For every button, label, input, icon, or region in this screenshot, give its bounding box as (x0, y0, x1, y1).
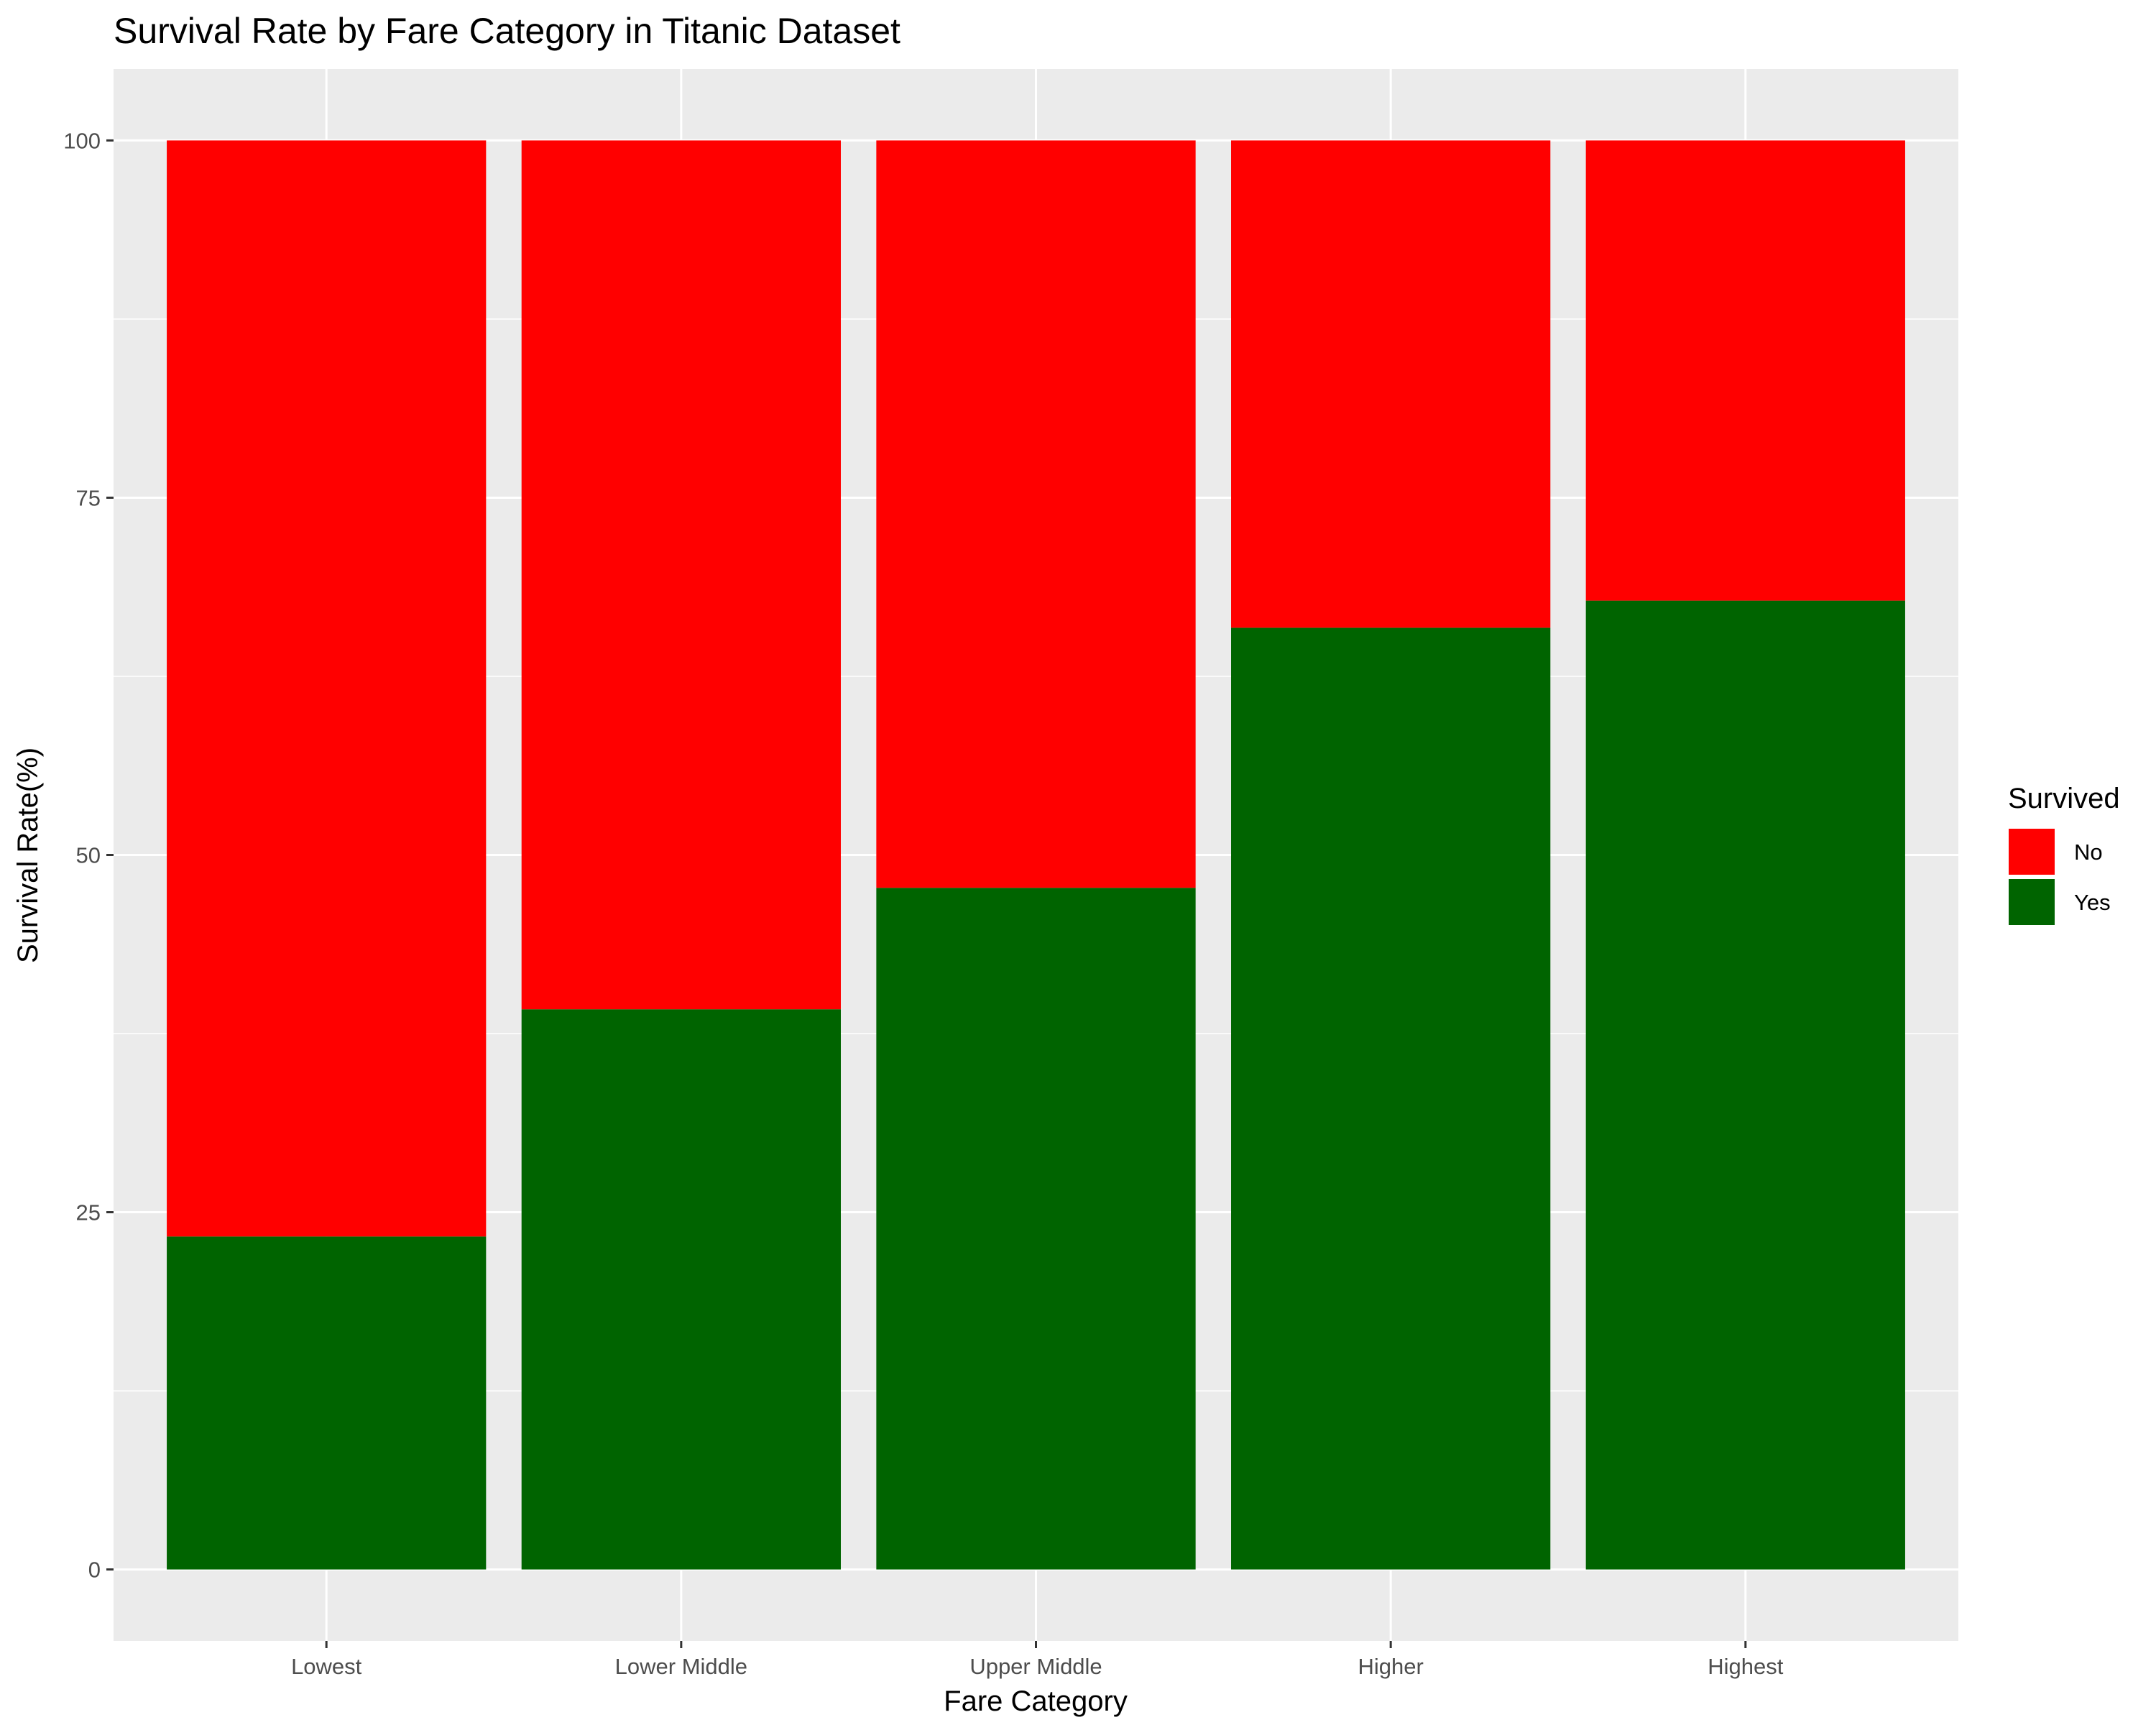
bar-yes-highest (1585, 600, 1905, 1570)
y-axis-title: Survival Rate(%) (12, 748, 44, 963)
y-tick-label: 50 (76, 843, 101, 868)
x-axis: Lowest Lower Middle Upper Middle Higher High… (291, 1641, 1784, 1679)
x-tick-label: Upper Middle (969, 1654, 1102, 1679)
legend-label-yes: Yes (2074, 890, 2111, 915)
bar-yes-lower-middle (521, 1009, 841, 1570)
legend-title: Survived (2008, 783, 2120, 814)
y-tick-label: 0 (88, 1558, 101, 1583)
bar-no-higher (1231, 140, 1551, 628)
bar-layer (167, 140, 1905, 1570)
legend-keys: No Yes (2007, 827, 2111, 926)
legend-label-no: No (2074, 840, 2103, 865)
y-tick-label: 25 (76, 1200, 101, 1225)
y-axis: 0 25 50 75 100 (63, 128, 114, 1583)
chart-title: Survival Rate by Fare Category in Titani… (114, 11, 900, 51)
y-tick-label: 75 (76, 485, 101, 510)
bar-no-lower-middle (521, 140, 841, 1010)
legend-key-yes (2007, 878, 2056, 926)
x-tick-label: Higher (1358, 1654, 1423, 1679)
bar-no-upper-middle (876, 140, 1196, 888)
bar-no-lowest (167, 140, 487, 1237)
bar-yes-higher (1231, 627, 1551, 1570)
legend: Survived No Yes (2007, 783, 2120, 926)
y-tick-label: 100 (63, 128, 101, 153)
x-tick-label: Lower Middle (615, 1654, 747, 1679)
bar-yes-upper-middle (876, 888, 1196, 1570)
x-tick-label: Lowest (291, 1654, 362, 1679)
bar-yes-lowest (167, 1236, 487, 1570)
legend-key-no (2007, 827, 2056, 876)
x-tick-label: Highest (1708, 1654, 1783, 1679)
bar-no-highest (1585, 140, 1905, 601)
x-axis-title: Fare Category (944, 1685, 1128, 1717)
